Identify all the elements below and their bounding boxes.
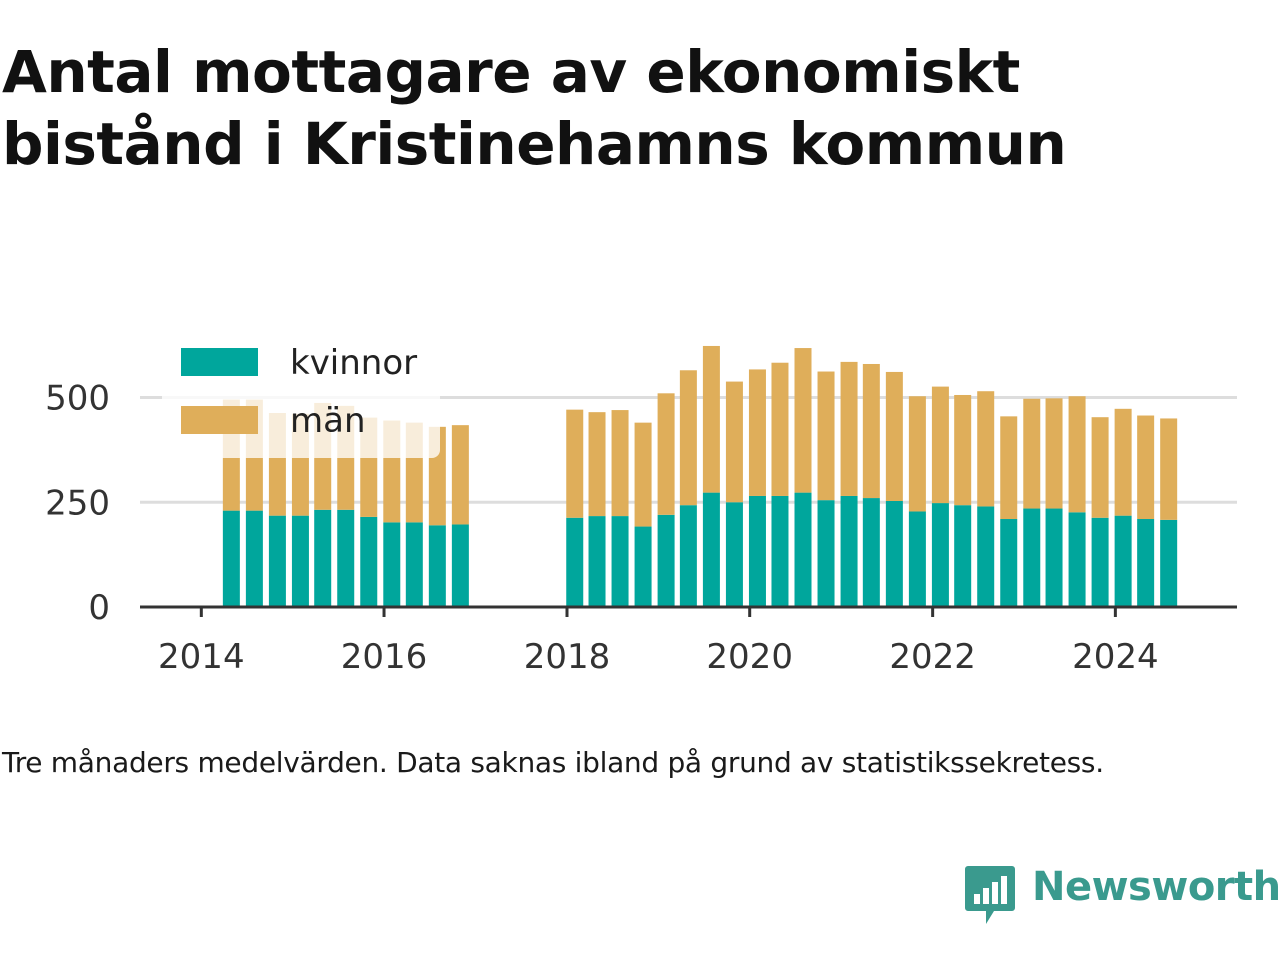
- stacked-bar-chart: 2014 2016 2018 2020 2022 2024 0 250 500 kvinnor…: [45, 330, 1237, 677]
- bar-man-2021-08-01: [885, 371, 903, 501]
- bar-kvinnor-2022-02-01: [931, 503, 949, 607]
- bar-man-2018-08-01: [611, 410, 629, 517]
- bar-kvinnor-2024-02-01: [1114, 515, 1132, 607]
- bar-kvinnor-2021-08-01: [885, 500, 903, 607]
- bar-man-2018-05-01: [588, 412, 606, 517]
- bar-kvinnor-2016-02-01: [383, 522, 401, 607]
- y-tick-label-0: 0: [88, 588, 110, 628]
- bar-kvinnor-2020-11-01: [817, 500, 835, 607]
- bar-man-2019-05-01: [679, 370, 697, 506]
- bar-kvinnor-2016-05-01: [405, 522, 423, 607]
- bar-kvinnor-2014-05-01: [222, 510, 240, 607]
- newsworthy-logo-icon: [965, 866, 1015, 924]
- bar-man-2019-08-01: [702, 345, 720, 493]
- bar-man-2022-08-01: [977, 391, 995, 507]
- bar-man-2024-08-01: [1160, 418, 1178, 520]
- bar-man-2019-11-01: [725, 381, 743, 503]
- bar-man-2023-08-01: [1068, 396, 1086, 513]
- bar-kvinnor-2016-08-01: [428, 525, 446, 607]
- bar-kvinnor-2020-08-01: [794, 492, 812, 607]
- bar-man-2024-05-01: [1137, 415, 1155, 520]
- bar-kvinnor-2018-11-01: [634, 526, 652, 607]
- bar-kvinnor-2024-08-01: [1160, 519, 1178, 607]
- y-tick-label-500: 500: [45, 379, 110, 419]
- newsworthy-brand: Newsworthy: [962, 862, 1280, 928]
- bar-kvinnor-2020-05-01: [771, 495, 789, 607]
- x-tick-label-2024: 2024: [1072, 637, 1159, 677]
- x-tick-label-2016: 2016: [341, 637, 428, 677]
- bar-kvinnor-2019-05-01: [679, 505, 697, 607]
- y-tick-label-250: 250: [45, 483, 110, 523]
- bar-kvinnor-2015-11-01: [360, 516, 378, 607]
- bar-man-2020-02-01: [748, 369, 766, 496]
- bar-man-2021-02-01: [840, 361, 858, 496]
- bar-kvinnor-2015-05-01: [314, 509, 332, 607]
- x-axis: 2014 2016 2018 2020 2022 2024: [140, 605, 1237, 677]
- bar-man-2023-02-01: [1023, 398, 1041, 509]
- bar-man-2016-11-01: [451, 425, 469, 525]
- bar-kvinnor-2022-08-01: [977, 506, 995, 607]
- bar-kvinnor-2024-05-01: [1137, 519, 1155, 607]
- newsworthy-wordmark: Newsworthy: [1032, 864, 1280, 910]
- bar-man-2019-02-01: [657, 393, 675, 515]
- bar-kvinnor-2019-02-01: [657, 514, 675, 607]
- bar-kvinnor-2019-08-01: [702, 492, 720, 607]
- bar-kvinnor-2021-05-01: [862, 498, 880, 607]
- bar-man-2023-05-01: [1045, 398, 1063, 509]
- bar-kvinnor-2019-11-01: [725, 502, 743, 607]
- bar-kvinnor-2014-11-01: [268, 515, 286, 607]
- bar-kvinnor-2022-11-01: [1000, 519, 1018, 607]
- bar-man-2018-11-01: [634, 422, 652, 527]
- legend-swatch-1: [181, 406, 258, 434]
- bar-kvinnor-2021-02-01: [840, 495, 858, 607]
- bar-kvinnor-2018-05-01: [588, 516, 606, 607]
- bar-man-2021-05-01: [862, 363, 880, 499]
- bar-man-2022-05-01: [954, 394, 972, 506]
- chart-caption: Tre månaders medelvärden. Data saknas ib…: [2, 746, 1104, 779]
- bar-man-2020-05-01: [771, 362, 789, 496]
- bar-kvinnor-2020-02-01: [748, 495, 766, 607]
- x-tick-label-2018: 2018: [524, 637, 611, 677]
- bar-man-2018-02-01: [566, 409, 584, 518]
- bar-man-2023-11-01: [1091, 417, 1109, 518]
- bar-man-2024-02-01: [1114, 408, 1132, 516]
- x-tick-label-2022: 2022: [889, 637, 976, 677]
- bar-kvinnor-2023-11-01: [1091, 517, 1109, 607]
- bar-man-2022-11-01: [1000, 416, 1018, 520]
- bar-kvinnor-2016-11-01: [451, 524, 469, 607]
- legend: kvinnor män: [162, 330, 440, 458]
- bar-kvinnor-2021-11-01: [908, 511, 926, 607]
- bar-kvinnor-2023-08-01: [1068, 512, 1086, 607]
- bar-kvinnor-2015-08-01: [337, 509, 355, 607]
- bar-man-2020-08-01: [794, 348, 812, 493]
- y-axis-tick-labels: 0 250 500: [45, 379, 110, 629]
- bar-kvinnor-2023-02-01: [1023, 508, 1041, 607]
- bar-kvinnor-2023-05-01: [1045, 508, 1063, 607]
- x-tick-label-2020: 2020: [706, 637, 793, 677]
- bar-kvinnor-2015-02-01: [291, 515, 309, 607]
- legend-swatch-0: [181, 348, 258, 376]
- chart-title: Antal mottagare av ekonomiskt bistånd i …: [2, 38, 1067, 178]
- bar-man-2021-11-01: [908, 396, 926, 512]
- legend-label-1: män: [290, 401, 366, 441]
- bar-man-2022-02-01: [931, 386, 949, 504]
- bar-kvinnor-2014-08-01: [245, 510, 263, 607]
- bar-kvinnor-2022-05-01: [954, 505, 972, 607]
- bar-kvinnor-2018-08-01: [611, 516, 629, 607]
- x-tick-label-2014: 2014: [158, 637, 245, 677]
- bar-man-2020-11-01: [817, 371, 835, 501]
- bar-kvinnor-2018-02-01: [566, 517, 584, 607]
- legend-label-0: kvinnor: [290, 343, 417, 383]
- bars: [222, 345, 1178, 607]
